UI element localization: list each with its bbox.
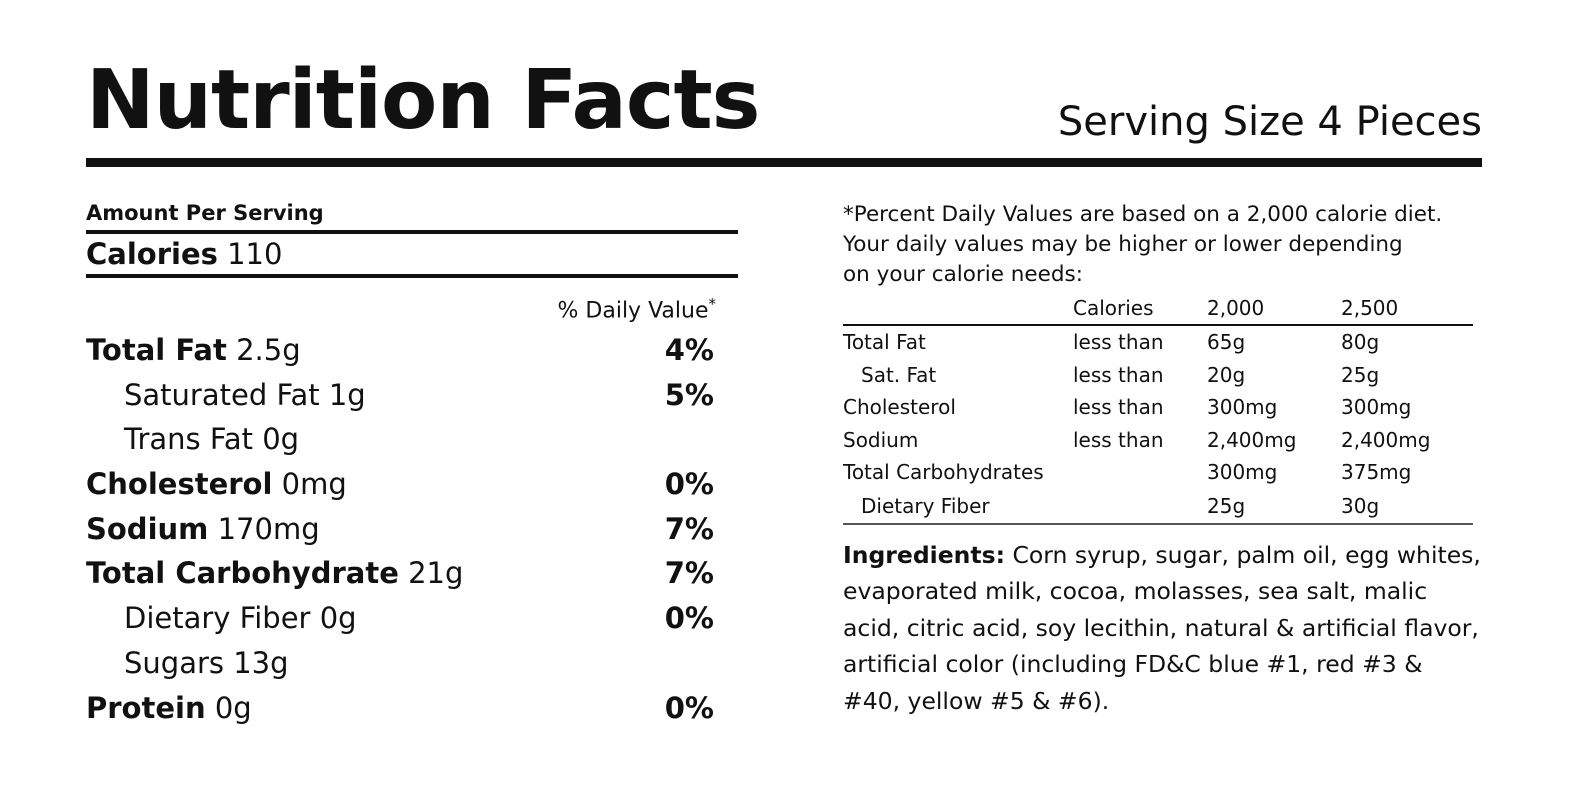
- nutrient-amount: 0g: [319, 601, 357, 636]
- nutrient-percent: 0%: [664, 601, 714, 636]
- serving-size: Serving Size 4 Pieces: [1057, 99, 1482, 145]
- nutrient-label: Dietary Fiber: [124, 601, 311, 636]
- table-cell: 375mg: [1341, 460, 1412, 485]
- table-cell: less than: [1073, 330, 1164, 355]
- calories-label: Calories: [86, 237, 218, 271]
- daily-value-header: % Daily Value*: [86, 278, 738, 328]
- table-cell: 80g: [1341, 330, 1380, 355]
- table-cell: less than: [1073, 362, 1164, 387]
- footnote-line: Your daily values may be higher or lower…: [843, 232, 1403, 257]
- nutrient-label: Sodium: [86, 511, 209, 546]
- nutrient-row-cholesterol: Cholesterol 0mg 0%: [86, 462, 738, 507]
- nutrient-row-sodium: Sodium 170mg 7%: [86, 507, 738, 552]
- nutrient-label: Saturated Fat: [124, 377, 320, 412]
- table-cell: Sat. Fat: [861, 362, 937, 387]
- page-title: Nutrition Facts: [86, 53, 760, 148]
- nutrition-panel: Amount Per Serving Calories 110 % Daily …: [86, 196, 738, 730]
- ingredients-label: Ingredients:: [843, 540, 1005, 569]
- table-cell: Sodium: [843, 427, 919, 452]
- nutrient-amount: 170mg: [217, 511, 320, 546]
- amount-per-serving-label: Amount Per Serving: [86, 201, 324, 225]
- table-cell: [1073, 488, 1207, 525]
- table-row: Dietary Fiber 25g 30g: [843, 488, 1473, 525]
- nutrient-row-sugars: Sugars 13g: [86, 641, 738, 686]
- table-cell: 25g: [1341, 362, 1380, 387]
- table-cell: Total Fat: [843, 330, 926, 355]
- ingredients-text: Ingredients: Corn syrup, sugar, palm oil…: [843, 537, 1483, 720]
- table-cell: Cholesterol: [843, 395, 956, 420]
- table-row: Sodium less than 2,400mg 2,400mg: [843, 424, 1473, 457]
- table-cell: 20g: [1207, 362, 1246, 387]
- nutrient-percent: 7%: [664, 556, 714, 591]
- nutrient-label: Total Carbohydrate: [86, 556, 399, 591]
- nutrient-row-total-fat: Total Fat 2.5g 4%: [86, 328, 738, 373]
- nutrient-amount: 0g: [262, 422, 300, 457]
- table-cell: 2,400mg: [1341, 427, 1431, 452]
- table-cell: 300mg: [1341, 395, 1412, 420]
- table-cell: 300mg: [1207, 395, 1278, 420]
- nutrient-percent: 7%: [664, 511, 714, 546]
- daily-values-table: Calories 2,000 2,500 Total Fat less than…: [843, 292, 1473, 525]
- table-cell: 65g: [1207, 330, 1246, 355]
- nutrient-percent: 0%: [664, 690, 714, 725]
- nutrient-row-total-carbohydrate: Total Carbohydrate 21g 7%: [86, 551, 738, 596]
- nutrient-amount: 21g: [408, 556, 464, 591]
- calories-value: 110: [227, 237, 283, 271]
- nutrient-label: Sugars: [124, 645, 224, 680]
- calories-row: Calories 110: [86, 234, 738, 274]
- table-cell: Total Carbohydrates: [843, 460, 1044, 485]
- nutrient-percent: 4%: [664, 333, 714, 367]
- table-header-cell: Calories: [1073, 292, 1207, 326]
- nutrient-label: Total Fat: [86, 333, 227, 367]
- table-row: Total Fat less than 65g 80g: [843, 325, 1473, 359]
- ingredients-list: Corn syrup, sugar, palm oil, egg whites,…: [843, 540, 1481, 715]
- footnote-panel: *Percent Daily Values are based on a 2,0…: [843, 200, 1481, 743]
- table-header-cell: [843, 292, 1073, 326]
- table-cell: 300mg: [1207, 460, 1278, 485]
- table-cell: 25g: [1207, 488, 1341, 525]
- table-cell: 2,400mg: [1207, 427, 1297, 452]
- nutrient-amount: 13g: [233, 645, 289, 680]
- table-cell: [1073, 456, 1207, 489]
- nutrient-row-protein: Protein 0g 0%: [86, 686, 738, 731]
- nutrient-percent: 5%: [664, 377, 714, 412]
- header-divider: [86, 158, 1482, 167]
- nutrient-label: Protein: [86, 690, 206, 725]
- nutrient-row-saturated-fat: Saturated Fat 1g 5%: [86, 373, 738, 418]
- nutrient-percent: 0%: [664, 467, 714, 502]
- table-row: Total Carbohydrates 300mg 375mg: [843, 456, 1473, 489]
- table-cell: 30g: [1341, 488, 1473, 525]
- daily-value-header-text: % Daily Value: [557, 298, 709, 324]
- nutrient-amount: 2.5g: [236, 333, 301, 367]
- nutrient-amount: 0mg: [281, 467, 347, 502]
- table-header-cell: 2,000: [1207, 292, 1341, 326]
- table-cell: less than: [1073, 427, 1164, 452]
- nutrient-label: Cholesterol: [86, 467, 273, 502]
- table-row: Sat. Fat less than 20g 25g: [843, 359, 1473, 392]
- asterisk: *: [708, 295, 717, 313]
- table-row: Cholesterol less than 300mg 300mg: [843, 391, 1473, 424]
- divider: [86, 274, 738, 278]
- table-header-cell: 2,500: [1341, 292, 1473, 326]
- nutrient-amount: 0g: [214, 690, 252, 725]
- nutrient-row-dietary-fiber: Dietary Fiber 0g 0%: [86, 596, 738, 641]
- nutrient-amount: 1g: [328, 377, 366, 412]
- table-cell: Dietary Fiber: [843, 488, 1073, 525]
- nutrient-row-trans-fat: Trans Fat 0g: [86, 417, 738, 462]
- nutrient-label: Trans Fat: [124, 422, 254, 457]
- divider: [86, 230, 738, 234]
- table-header-row: Calories 2,000 2,500: [843, 292, 1473, 326]
- footnote-line: *Percent Daily Values are based on a 2,0…: [843, 202, 1443, 227]
- footnote-line: on your calorie needs:: [843, 262, 1083, 287]
- table-cell: less than: [1073, 395, 1164, 420]
